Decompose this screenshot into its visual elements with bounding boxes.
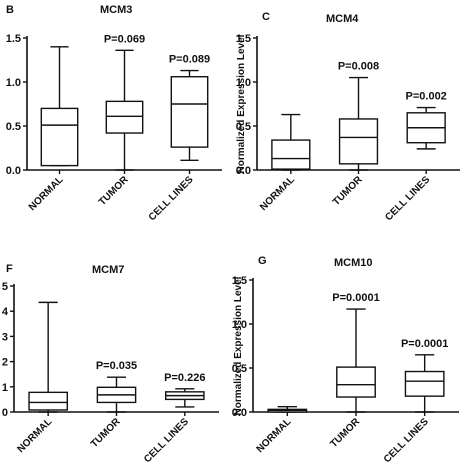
panel-letter: F xyxy=(6,263,13,275)
y-tick-label: 2 xyxy=(2,357,8,369)
x-tick-label: CELL LINES xyxy=(383,174,432,223)
x-tick-label: TUMOR xyxy=(328,416,362,450)
y-tick-label: 1 xyxy=(2,382,8,394)
x-tick-label: CELL LINES xyxy=(142,416,191,465)
p-value-label: P=0.089 xyxy=(169,54,210,66)
y-tick-label: 1.5 xyxy=(232,275,247,287)
p-value-label: P=0.069 xyxy=(104,33,145,45)
y-tick-label: 0.0 xyxy=(232,407,247,419)
x-tick-label: CELL LINES xyxy=(147,174,196,223)
y-tick-label: 1.5 xyxy=(236,33,251,45)
x-tick-label: NORMAL xyxy=(258,174,297,213)
p-value-label: P=0.0001 xyxy=(332,292,379,304)
chart-title: MCM3 xyxy=(100,4,132,16)
chart-title: MCM7 xyxy=(92,264,124,276)
box-iqr xyxy=(336,366,376,398)
box-iqr xyxy=(404,370,445,397)
chart-panel-mcm3: B MCM3 0.0 0.5 1.0 1.5 NORMAL TUMOR P=0.069 CELL … xyxy=(6,4,222,223)
y-tick-label: 0.5 xyxy=(232,363,247,375)
x-tick-label: CELL LINES xyxy=(382,416,431,465)
x-tick-label: TUMOR xyxy=(97,174,131,208)
box-iqr xyxy=(105,100,144,134)
panel-letter: C xyxy=(262,11,270,23)
y-tick-label: 1.0 xyxy=(236,77,251,89)
y-tick-label: 0.0 xyxy=(6,165,21,177)
y-tick-label: 3 xyxy=(2,331,8,343)
chart-panel-mcm7: F MCM7 0 1 2 3 4 5 NORMAL TUMOR P=0.035 CELL LINES P… xyxy=(2,263,219,465)
box-iqr xyxy=(170,76,209,148)
box-iqr xyxy=(271,139,311,170)
y-tick-label: 0 xyxy=(2,407,8,419)
x-tick-label: NORMAL xyxy=(27,174,66,213)
y-tick-label: 0.0 xyxy=(236,165,251,177)
p-value-label: P=0.226 xyxy=(164,372,205,384)
p-value-label: P=0.008 xyxy=(338,61,379,73)
p-value-label: P=0.002 xyxy=(406,91,447,103)
y-tick-label: 5 xyxy=(2,281,8,293)
chart-title: MCM10 xyxy=(334,257,373,269)
y-tick-label: 0.5 xyxy=(6,121,21,133)
y-tick-label: 4 xyxy=(2,306,9,318)
y-axis-label: Normalized Expression Level xyxy=(236,34,247,173)
y-axis-label: Normalized Expression Level xyxy=(233,276,244,415)
chart-title: MCM4 xyxy=(326,13,359,25)
panel-letter: B xyxy=(6,4,14,16)
p-value-label: P=0.035 xyxy=(96,360,137,372)
panel-letter: G xyxy=(258,255,267,267)
box-iqr xyxy=(28,391,68,411)
y-tick-label: 0.5 xyxy=(236,121,251,133)
box-iqr xyxy=(338,118,379,165)
x-tick-label: NORMAL xyxy=(15,416,54,455)
box-iqr xyxy=(40,107,79,167)
y-tick-label: 1.5 xyxy=(6,33,21,45)
p-value-label: P=0.0001 xyxy=(401,338,448,350)
x-tick-label: TUMOR xyxy=(331,174,365,208)
y-tick-label: 1.0 xyxy=(6,77,21,89)
x-tick-label: TUMOR xyxy=(89,416,123,450)
x-tick-label: NORMAL xyxy=(255,416,294,455)
y-tick-label: 1.0 xyxy=(232,319,247,331)
